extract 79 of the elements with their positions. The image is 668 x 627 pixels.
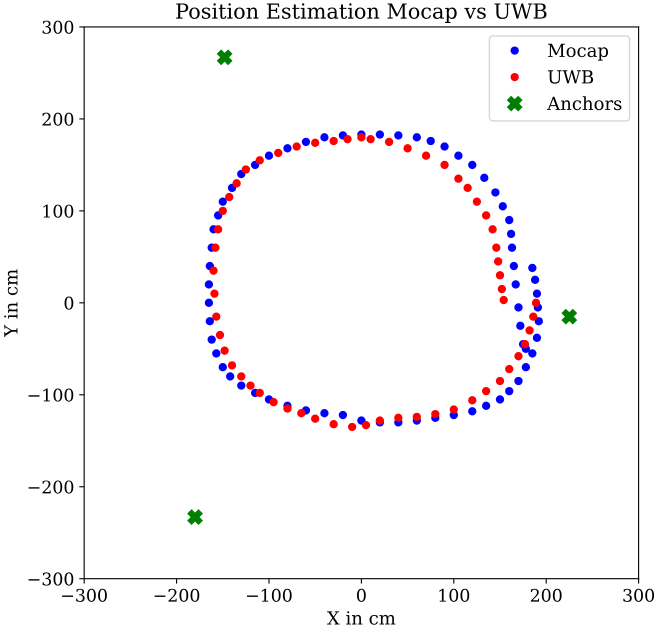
legend-label: UWB bbox=[548, 70, 594, 84]
point bbox=[274, 148, 282, 158]
point bbox=[209, 266, 218, 275]
point bbox=[256, 388, 264, 398]
y-axis-title: Y in cm bbox=[4, 269, 18, 338]
point bbox=[228, 361, 236, 370]
point bbox=[482, 386, 490, 396]
point bbox=[283, 404, 292, 413]
point bbox=[431, 410, 440, 418]
point bbox=[532, 298, 540, 308]
point bbox=[500, 296, 508, 304]
x-tick-label: 300 bbox=[623, 588, 654, 602]
point bbox=[212, 312, 220, 321]
point bbox=[330, 136, 338, 146]
y-tick-label: 200 bbox=[42, 112, 74, 126]
point bbox=[496, 376, 504, 386]
point bbox=[292, 142, 301, 151]
point bbox=[505, 364, 514, 374]
point bbox=[468, 396, 476, 404]
legend-label: Mocap bbox=[548, 44, 608, 61]
point bbox=[311, 414, 320, 423]
point bbox=[218, 206, 227, 216]
point bbox=[498, 284, 506, 294]
point bbox=[488, 225, 497, 234]
point bbox=[394, 414, 403, 422]
point bbox=[450, 405, 458, 414]
y-tick-label: 100 bbox=[43, 204, 74, 218]
point bbox=[242, 165, 250, 174]
point bbox=[422, 152, 430, 160]
point bbox=[187, 509, 203, 525]
x-tick-label: −200 bbox=[154, 588, 200, 602]
x-tick-label: −300 bbox=[62, 588, 107, 602]
y-tick-label: −300 bbox=[28, 572, 74, 586]
point bbox=[297, 409, 306, 418]
point bbox=[269, 398, 278, 406]
point bbox=[330, 420, 338, 428]
point bbox=[348, 422, 356, 432]
point bbox=[210, 289, 219, 298]
x-tick-label: 100 bbox=[439, 588, 470, 602]
x-tick-label: 200 bbox=[530, 588, 562, 602]
point bbox=[529, 312, 538, 321]
point bbox=[232, 179, 241, 188]
chart-title: Position Estimation Mocap vs UWB bbox=[176, 3, 546, 23]
point bbox=[440, 160, 449, 170]
point bbox=[246, 381, 255, 390]
point bbox=[482, 211, 490, 220]
x-tick-label: 0 bbox=[357, 588, 366, 602]
point bbox=[514, 352, 523, 360]
point bbox=[472, 198, 482, 206]
point bbox=[562, 308, 577, 324]
point bbox=[311, 138, 320, 147]
point bbox=[343, 134, 352, 144]
point bbox=[256, 156, 264, 164]
point bbox=[237, 372, 246, 381]
point bbox=[362, 420, 370, 430]
point bbox=[463, 184, 472, 192]
point bbox=[412, 412, 421, 422]
x-tick-label: −100 bbox=[246, 588, 292, 602]
point bbox=[366, 134, 375, 144]
point bbox=[454, 174, 463, 183]
y-tick-label: 0 bbox=[64, 296, 74, 310]
point bbox=[211, 244, 220, 252]
y-tick-label: −100 bbox=[28, 388, 74, 402]
point bbox=[384, 138, 394, 146]
point bbox=[357, 133, 366, 142]
legend-label: Anchors bbox=[547, 96, 622, 110]
point bbox=[403, 144, 412, 153]
point bbox=[214, 225, 222, 234]
point bbox=[494, 257, 502, 266]
point bbox=[216, 330, 224, 340]
point bbox=[216, 50, 232, 65]
point bbox=[220, 346, 229, 355]
point bbox=[525, 326, 534, 335]
y-tick-label: −200 bbox=[28, 480, 74, 494]
y-tick-label: 300 bbox=[42, 20, 74, 34]
point bbox=[496, 271, 504, 280]
point bbox=[225, 192, 234, 202]
point bbox=[492, 244, 500, 252]
x-axis-title: X in cm bbox=[327, 611, 396, 625]
